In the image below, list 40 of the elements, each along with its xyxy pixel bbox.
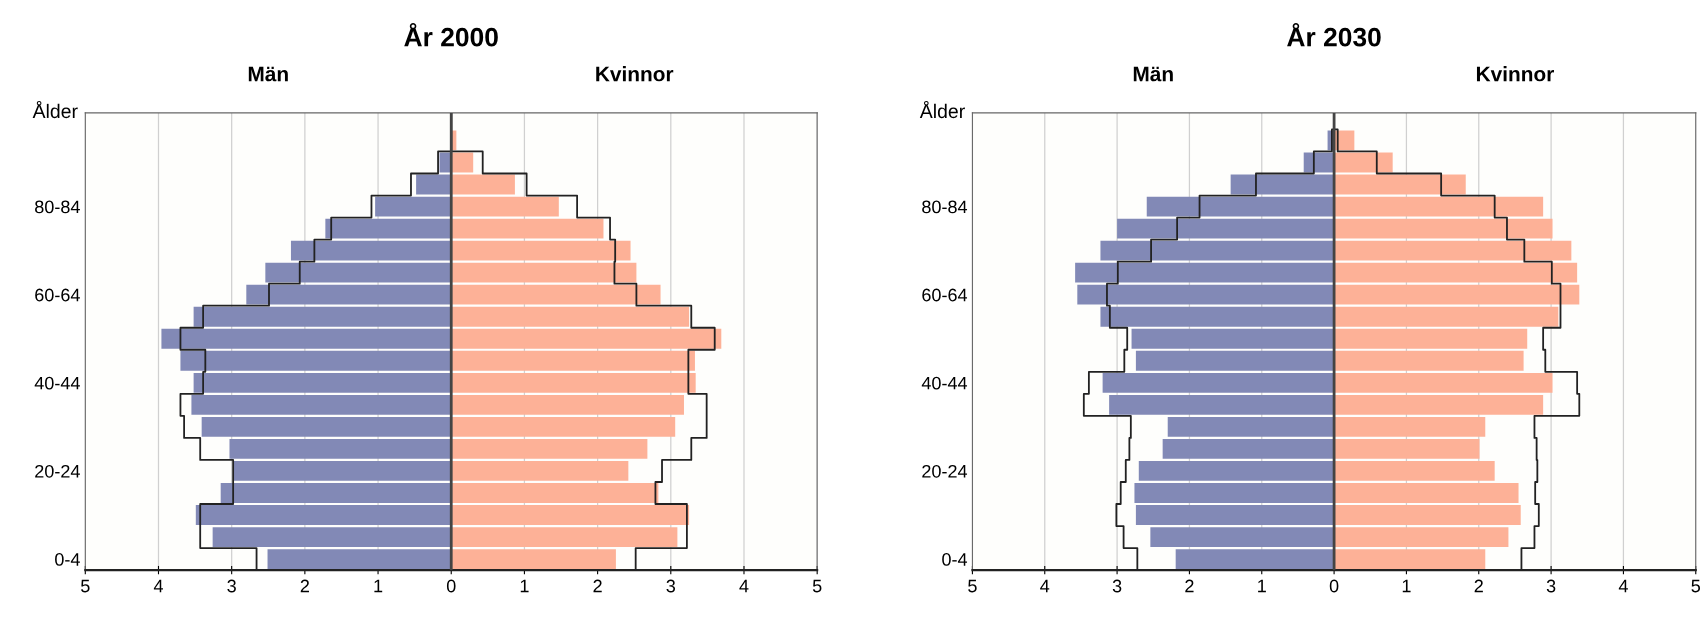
x-tick-label: 5 <box>1691 579 1701 593</box>
text: Män <box>248 66 288 82</box>
x-tick-label: 5 <box>968 579 977 593</box>
x-tick-label: 5 <box>81 579 90 593</box>
x-tick-label: 2 <box>1185 579 1194 593</box>
x-tick-label: 3 <box>666 579 676 593</box>
text: Män <box>1133 66 1173 82</box>
y-tick-label: 0-4 <box>942 553 968 566</box>
y-tick-label: 80-84 <box>35 200 80 214</box>
y-tick-label: 20-24 <box>35 464 80 478</box>
x-tick-label: 3 <box>1546 579 1556 593</box>
text: Kvinnor <box>1476 66 1554 82</box>
x-tick-label: 4 <box>153 579 163 593</box>
x-tick-label: 4 <box>1618 579 1628 593</box>
y-axis-title: Ålder <box>919 100 965 119</box>
x-tick-label: 1 <box>1258 579 1266 593</box>
y-tick-label: 60-64 <box>922 288 968 302</box>
y-tick-label: 80-84 <box>922 200 968 214</box>
x-tick-label: 3 <box>1112 579 1122 593</box>
x-tick-label: 1 <box>374 579 383 593</box>
y-tick-label: 40-44 <box>34 376 80 390</box>
x-tick-label: 4 <box>1040 579 1050 593</box>
text: Kvinnor <box>596 66 674 82</box>
y-tick-label: 40-44 <box>921 376 968 390</box>
x-tick-label: 2 <box>1474 579 1483 593</box>
x-tick-label: 1 <box>1402 579 1411 593</box>
x-tick-label: 4 <box>739 579 749 593</box>
chart-title: År 2000 <box>404 22 498 47</box>
x-tick-label: 0 <box>446 579 456 593</box>
y-tick-label: 20-24 <box>922 464 968 478</box>
y-tick-label: 0-4 <box>55 553 80 566</box>
chart-title: År 2030 <box>1287 22 1381 47</box>
x-tick-label: 2 <box>300 579 309 593</box>
y-axis-title: Ålder <box>32 100 78 119</box>
x-tick-label: 3 <box>227 579 236 593</box>
x-tick-label: 5 <box>812 579 822 593</box>
x-tick-label: 2 <box>593 579 602 593</box>
x-tick-label: 0 <box>1329 579 1339 593</box>
x-tick-label: 1 <box>520 579 529 593</box>
y-tick-label: 60-64 <box>35 288 80 302</box>
